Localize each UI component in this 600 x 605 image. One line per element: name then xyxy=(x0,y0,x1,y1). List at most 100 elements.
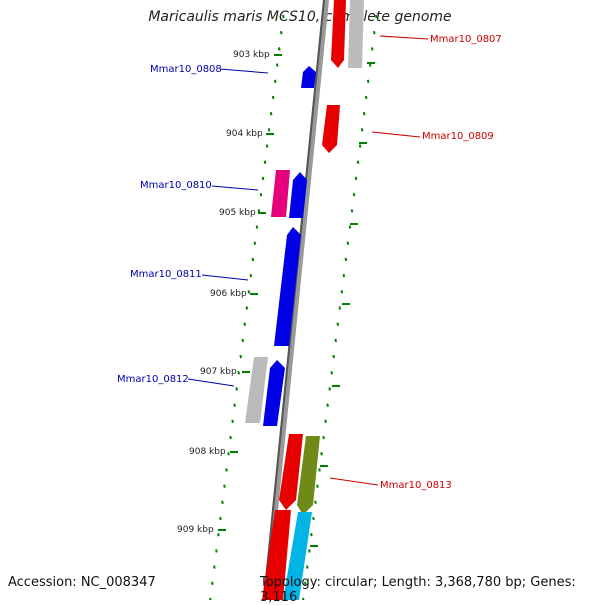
feature-grey-top xyxy=(348,0,364,68)
feature-cyan-bottom xyxy=(283,512,312,600)
minor-tick xyxy=(279,30,283,35)
leader-line xyxy=(201,274,249,281)
minor-tick xyxy=(344,257,348,262)
gene-mmar10-0811[interactable] xyxy=(274,227,301,346)
feature-grey-mid xyxy=(245,357,268,423)
minor-tick xyxy=(259,192,263,197)
gene-label[interactable]: Mmar10_0807 xyxy=(430,34,502,45)
kbp-ticks: 903 kbp 904 kbp 905 kbp 906 kbp 907 kbp … xyxy=(177,50,375,547)
tick-label-907: 907 kbp xyxy=(200,367,237,377)
gene-label[interactable]: Mmar10_0808 xyxy=(150,64,222,75)
minor-tick xyxy=(231,419,234,424)
minor-tick xyxy=(221,500,224,505)
tick-label-908: 908 kbp xyxy=(189,447,226,457)
minor-tick xyxy=(324,419,327,424)
backbone-shadow xyxy=(263,0,329,600)
minor-tick xyxy=(271,95,275,100)
minor-tick xyxy=(239,354,242,359)
minor-tick xyxy=(245,306,249,310)
gene-label[interactable]: Mmar10_0810 xyxy=(140,180,212,191)
minor-tick xyxy=(314,500,317,505)
minor-tick xyxy=(249,273,253,278)
minor-tick xyxy=(227,452,230,456)
genome-title: Maricaulis maris MCS10, complete genome xyxy=(148,9,452,25)
minor-tick xyxy=(219,516,222,521)
gene-mmar10-0808[interactable] xyxy=(301,66,316,88)
accession-text: Accession: NC_008347 xyxy=(8,575,156,590)
minor-tick xyxy=(370,47,374,51)
gene-mmar10-0810[interactable] xyxy=(289,172,307,218)
minor-tick xyxy=(304,581,307,586)
minor-tick xyxy=(267,128,271,132)
gene-label[interactable]: Mmar10_0813 xyxy=(380,480,452,491)
minor-tick xyxy=(263,160,267,164)
minor-tick xyxy=(213,565,216,569)
tick-label-905: 905 kbp xyxy=(219,208,256,218)
minor-tick xyxy=(328,387,331,391)
minor-tick xyxy=(332,354,335,359)
reverse-features xyxy=(245,66,316,426)
minor-tick xyxy=(269,111,273,116)
minor-tick xyxy=(255,225,259,229)
minor-tick xyxy=(237,371,240,375)
feature-red-bottom xyxy=(262,510,291,600)
forward-features xyxy=(262,0,364,600)
minor-tick xyxy=(273,79,277,83)
minor-tick xyxy=(233,403,236,407)
minor-tick xyxy=(352,192,356,197)
minor-tick xyxy=(253,241,257,245)
label-leaders xyxy=(187,35,429,486)
leader-line xyxy=(219,68,269,74)
minor-tick xyxy=(310,533,313,537)
leader-line xyxy=(371,131,421,138)
leader-line xyxy=(211,185,259,191)
minor-tick xyxy=(356,160,360,164)
gene-label[interactable]: Mmar10_0809 xyxy=(422,131,494,142)
gene-mmar10-0813[interactable] xyxy=(297,436,320,515)
tick-label-909: 909 kbp xyxy=(177,525,214,535)
minor-tick xyxy=(261,176,265,181)
minor-tick xyxy=(241,338,245,343)
minor-tick xyxy=(350,209,354,213)
minor-tick xyxy=(277,47,281,51)
minor-tick xyxy=(336,322,340,326)
minor-tick xyxy=(217,533,220,537)
tick-label-903: 903 kbp xyxy=(233,50,270,60)
gene-labels: Mmar10_0808 Mmar10_0810 Mmar10_0811 Mmar… xyxy=(117,34,502,491)
minor-tick xyxy=(338,306,342,310)
minor-tick xyxy=(375,14,378,19)
tick-label-906: 906 kbp xyxy=(210,289,247,299)
leader-line xyxy=(329,477,379,486)
minor-tick xyxy=(308,549,311,553)
right-tick-track xyxy=(302,14,378,600)
minor-tick xyxy=(247,290,251,294)
gene-mmar10-0813-red[interactable] xyxy=(279,434,303,510)
minor-tick xyxy=(215,549,218,553)
minor-tick xyxy=(372,30,376,35)
minor-tick xyxy=(318,468,321,472)
minor-tick xyxy=(251,257,255,262)
minor-tick xyxy=(235,387,238,391)
tick-label-904: 904 kbp xyxy=(226,129,263,139)
minor-tick xyxy=(326,403,329,407)
gene-mmar10-0810-magenta[interactable] xyxy=(271,170,290,217)
gene-label[interactable]: Mmar10_0812 xyxy=(117,374,189,385)
minor-tick xyxy=(316,484,319,488)
minor-tick xyxy=(243,322,247,326)
minor-tick xyxy=(211,581,214,586)
minor-tick xyxy=(225,468,228,472)
minor-tick xyxy=(265,144,269,148)
gene-mmar10-0812[interactable] xyxy=(263,360,285,426)
minor-tick xyxy=(342,273,346,278)
gene-mmar10-0809[interactable] xyxy=(322,105,340,153)
gene-label[interactable]: Mmar10_0811 xyxy=(130,269,202,280)
left-tick-track xyxy=(209,14,285,600)
leader-line xyxy=(187,378,235,387)
minor-tick xyxy=(322,435,325,440)
minor-tick xyxy=(330,371,333,375)
minor-tick xyxy=(348,225,352,229)
minor-tick xyxy=(320,452,323,456)
minor-tick xyxy=(360,128,364,132)
gene-mmar10-0807[interactable] xyxy=(331,0,346,68)
